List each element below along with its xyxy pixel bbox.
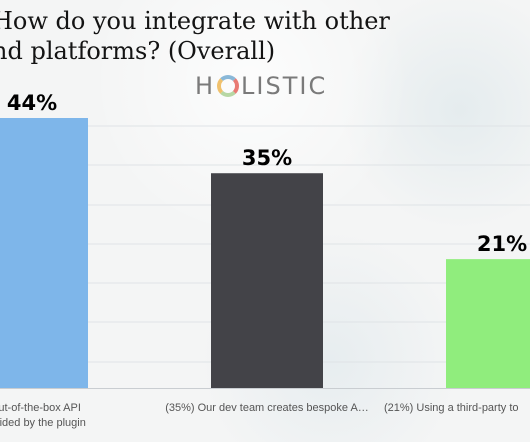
chart-title-line-1: How do you integrate with other — [0, 7, 390, 35]
bar-value-label-2: 35% — [242, 146, 292, 170]
bar-1 — [0, 118, 88, 388]
logo-text-right: LISTIC — [241, 72, 328, 100]
logo-text-left: H — [195, 72, 216, 100]
category-label-2-line-1: (35%) Our dev team creates bespoke A… — [165, 402, 369, 414]
category-label-1-line-2: provided by the plugin — [0, 417, 86, 429]
holistic-logo: H LISTIC — [195, 72, 327, 100]
bar-3 — [446, 259, 530, 388]
chart-title-line-2: nd platforms? (Overall) — [0, 37, 276, 65]
category-label-3-line-1: (21%) Using a third-party to — [384, 402, 519, 414]
bar-value-label-3: 21% — [477, 232, 527, 256]
logo-ring-icon — [217, 75, 240, 97]
bar-2 — [211, 173, 323, 388]
bar-value-label-1: 44% — [7, 91, 57, 115]
chart-title: How do you integrate with other nd platf… — [0, 6, 390, 66]
category-label-1-line-1: e out-of-the-box API — [0, 402, 81, 414]
